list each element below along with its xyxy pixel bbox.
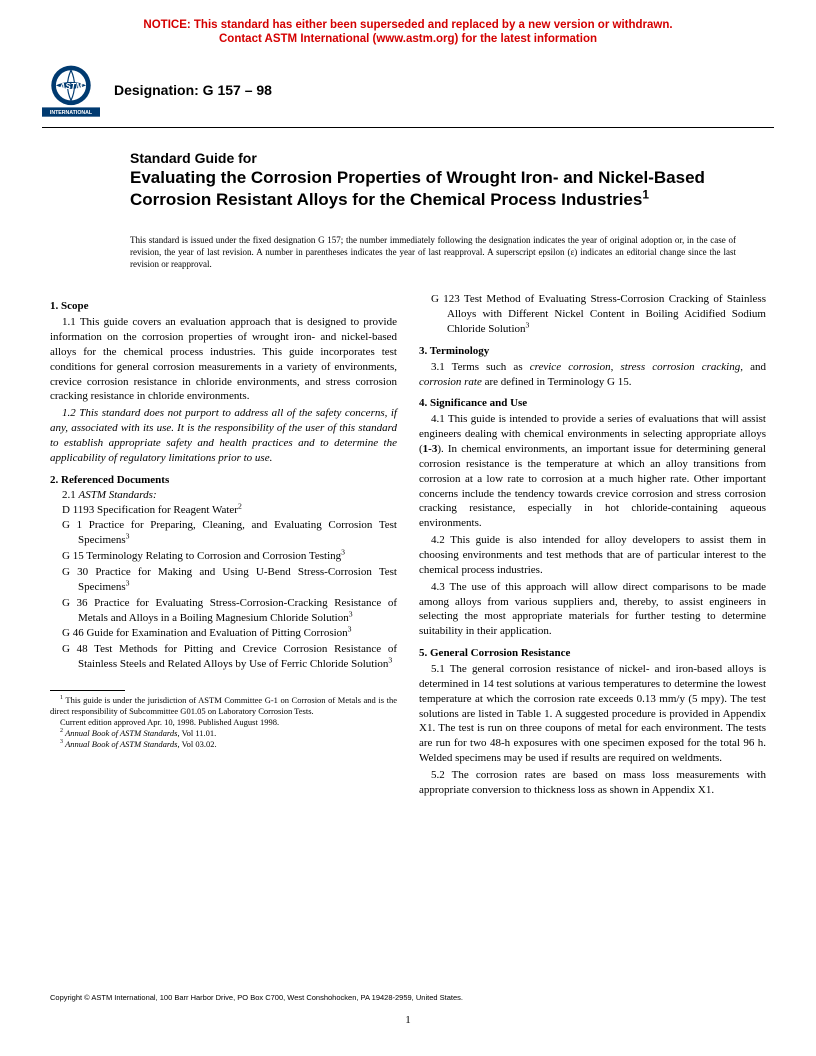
section-1-heading: 1. Scope	[50, 300, 397, 312]
ref-item: G 30 Practice for Making and Using U-Ben…	[50, 565, 397, 595]
title-main: Evaluating the Corrosion Properties of W…	[130, 167, 736, 210]
para-4-2: 4.2 This guide is also intended for allo…	[419, 533, 766, 578]
ref-item: G 15 Terminology Relating to Corrosion a…	[50, 549, 397, 564]
para-3-1: 3.1 Terms such as crevice corrosion, str…	[419, 360, 766, 390]
para-4-3: 4.3 The use of this approach will allow …	[419, 580, 766, 639]
section-5-heading: 5. General Corrosion Resistance	[419, 647, 766, 659]
ref-item: G 36 Practice for Evaluating Stress-Corr…	[50, 596, 397, 626]
section-2-heading: 2. Referenced Documents	[50, 474, 397, 486]
title-block: Standard Guide for Evaluating the Corros…	[0, 128, 816, 220]
left-column: 1. Scope 1.1 This guide covers an evalua…	[50, 292, 397, 799]
svg-text:ASTM: ASTM	[59, 82, 83, 91]
para-5-1: 5.1 The general corrosion resistance of …	[419, 662, 766, 766]
footnote-divider	[50, 690, 125, 691]
right-column: G 123 Test Method of Evaluating Stress-C…	[419, 292, 766, 799]
para-5-2: 5.2 The corrosion rates are based on mas…	[419, 768, 766, 798]
ref-item: G 48 Test Methods for Pitting and Crevic…	[50, 642, 397, 672]
section-3-heading: 3. Terminology	[419, 345, 766, 357]
svg-text:INTERNATIONAL: INTERNATIONAL	[50, 110, 93, 116]
footnote-1: 1 This guide is under the jurisdiction o…	[50, 695, 397, 717]
notice-line2: Contact ASTM International (www.astm.org…	[219, 33, 597, 45]
copyright: Copyright © ASTM International, 100 Barr…	[0, 993, 816, 1014]
para-1-2: 1.2 This standard does not purport to ad…	[50, 406, 397, 465]
section-4-heading: 4. Significance and Use	[419, 397, 766, 409]
ref-item: G 1 Practice for Preparing, Cleaning, an…	[50, 518, 397, 548]
designation: Designation: G 157 – 98	[114, 82, 272, 98]
para-4-1: 4.1 This guide is intended to provide a …	[419, 412, 766, 531]
astm-logo: ASTM INTERNATIONAL	[42, 61, 100, 119]
ref-item: G 46 Guide for Examination and Evaluatio…	[50, 626, 397, 641]
notice-banner: NOTICE: This standard has either been su…	[0, 0, 816, 47]
footnote-2: 2 Annual Book of ASTM Standards, Vol 11.…	[50, 728, 397, 739]
header-row: ASTM INTERNATIONAL Designation: G 157 – …	[0, 47, 816, 125]
ref-item-cont: G 123 Test Method of Evaluating Stress-C…	[419, 292, 766, 337]
page-number: 1	[0, 1014, 816, 1026]
title-lead: Standard Guide for	[130, 150, 736, 168]
section-2-sub: 2.1 ASTM Standards:	[50, 489, 397, 501]
ref-item: D 1193 Specification for Reagent Water2	[50, 503, 397, 518]
footnote-3: 3 Annual Book of ASTM Standards, Vol 03.…	[50, 739, 397, 750]
page-footer: Copyright © ASTM International, 100 Barr…	[0, 993, 816, 1026]
footnote-1b: Current edition approved Apr. 10, 1998. …	[50, 717, 397, 728]
para-1-1: 1.1 This guide covers an evaluation appr…	[50, 315, 397, 404]
content-columns: 1. Scope 1.1 This guide covers an evalua…	[0, 270, 816, 799]
notice-line1: NOTICE: This standard has either been su…	[143, 19, 672, 31]
issuance-note: This standard is issued under the fixed …	[0, 220, 816, 270]
